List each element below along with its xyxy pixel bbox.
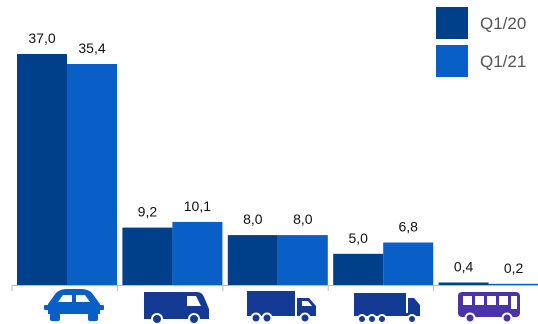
legend: Q1/20 Q1/21 [436,7,526,77]
bar-medium-truck-s0 [227,235,278,285]
value-label-passenger-car-s1: 35,4 [78,40,105,56]
van-icon [144,292,209,324]
bar-medium-truck-s1 [277,235,328,285]
bars-layer [17,54,538,285]
bar-bus-s1 [488,283,538,285]
value-label-heavy-truck-s1: 6,8 [398,219,418,235]
bar-bus-s0 [438,282,489,285]
bar-heavy-truck-s1 [383,242,434,285]
legend-swatch-q120 [436,7,468,39]
value-label-medium-truck-s1: 8,0 [293,211,313,227]
bar-van-s1 [172,221,223,285]
bus-icon [458,292,520,324]
value-label-van-s0: 9,2 [138,204,158,220]
legend-label-q120: Q1/20 [480,14,526,33]
value-label-medium-truck-s0: 8,0 [243,211,263,227]
value-labels-layer: 37,0 35,4 9,2 10,1 8,0 8,0 5,0 6,8 0,4 0,2 [28,30,523,276]
bar-van-s0 [122,227,173,285]
medium-truck-icon [247,291,316,324]
value-label-bus-s0: 0,4 [454,259,474,275]
value-label-bus-s1: 0,2 [504,260,524,276]
heavy-truck-icon [354,293,420,324]
bar-heavy-truck-s0 [333,253,384,285]
bar-passenger-car-s1 [67,64,117,285]
legend-label-q121: Q1/21 [480,52,526,71]
x-axis-ticks [11,285,435,291]
bar-passenger-car-s0 [17,54,67,285]
value-label-passenger-car-s0: 37,0 [28,30,55,46]
legend-swatch-q121 [436,45,468,77]
value-label-van-s1: 10,1 [184,198,211,214]
car-icon [44,289,104,321]
value-label-heavy-truck-s0: 5,0 [348,230,368,246]
